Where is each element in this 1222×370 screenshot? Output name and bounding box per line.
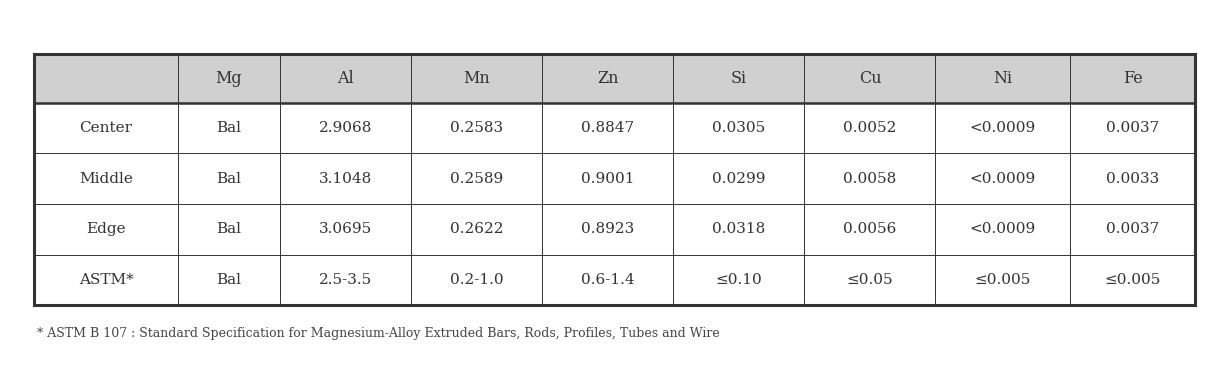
- Text: Ni: Ni: [993, 70, 1013, 87]
- Text: ASTM*: ASTM*: [78, 273, 133, 287]
- Text: Edge: Edge: [87, 222, 126, 236]
- Bar: [177, 54, 280, 103]
- Bar: [177, 204, 280, 255]
- Text: 0.0037: 0.0037: [1106, 121, 1160, 135]
- Text: 3.0695: 3.0695: [319, 222, 373, 236]
- Text: <0.0009: <0.0009: [970, 172, 1036, 186]
- Bar: [936, 54, 1070, 103]
- Bar: [936, 255, 1070, 305]
- Text: 0.8923: 0.8923: [582, 222, 634, 236]
- Bar: [34, 204, 177, 255]
- Bar: [177, 153, 280, 204]
- Bar: [34, 255, 177, 305]
- Text: Mg: Mg: [215, 70, 242, 87]
- Text: Al: Al: [337, 70, 354, 87]
- Text: 0.0056: 0.0056: [843, 222, 897, 236]
- Text: 0.0052: 0.0052: [843, 121, 897, 135]
- Bar: [673, 255, 804, 305]
- Bar: [34, 54, 1195, 305]
- Text: ≤0.005: ≤0.005: [1105, 273, 1161, 287]
- Text: 0.0037: 0.0037: [1106, 222, 1160, 236]
- Text: 0.0318: 0.0318: [712, 222, 765, 236]
- Bar: [34, 153, 177, 204]
- Bar: [673, 204, 804, 255]
- Bar: [673, 103, 804, 153]
- Text: 3.1048: 3.1048: [319, 172, 373, 186]
- Bar: [280, 54, 411, 103]
- Text: Bal: Bal: [216, 273, 242, 287]
- Bar: [34, 103, 177, 153]
- Bar: [804, 153, 936, 204]
- Bar: [411, 255, 543, 305]
- Bar: [543, 54, 673, 103]
- Bar: [177, 255, 280, 305]
- Bar: [936, 204, 1070, 255]
- Text: Mn: Mn: [463, 70, 490, 87]
- Bar: [280, 153, 411, 204]
- Text: Cu: Cu: [859, 70, 881, 87]
- Text: Bal: Bal: [216, 222, 242, 236]
- Text: 0.9001: 0.9001: [580, 172, 634, 186]
- Bar: [411, 153, 543, 204]
- Text: Fe: Fe: [1123, 70, 1143, 87]
- Text: 0.0299: 0.0299: [712, 172, 766, 186]
- Bar: [543, 103, 673, 153]
- Bar: [1070, 153, 1195, 204]
- Bar: [34, 54, 177, 103]
- Text: 2.5-3.5: 2.5-3.5: [319, 273, 373, 287]
- Text: ≤0.005: ≤0.005: [975, 273, 1031, 287]
- Bar: [543, 153, 673, 204]
- Bar: [177, 103, 280, 153]
- Text: Bal: Bal: [216, 121, 242, 135]
- Bar: [280, 255, 411, 305]
- Bar: [1070, 204, 1195, 255]
- Bar: [543, 204, 673, 255]
- Text: <0.0009: <0.0009: [970, 222, 1036, 236]
- Text: 0.2-1.0: 0.2-1.0: [450, 273, 503, 287]
- Bar: [280, 204, 411, 255]
- Text: 0.2622: 0.2622: [450, 222, 503, 236]
- Text: 0.2589: 0.2589: [450, 172, 503, 186]
- Bar: [804, 54, 936, 103]
- Bar: [804, 255, 936, 305]
- Bar: [804, 204, 936, 255]
- Text: 2.9068: 2.9068: [319, 121, 373, 135]
- Bar: [543, 255, 673, 305]
- Text: 0.2583: 0.2583: [450, 121, 503, 135]
- Text: Center: Center: [79, 121, 132, 135]
- Bar: [411, 54, 543, 103]
- Bar: [1070, 255, 1195, 305]
- Bar: [1070, 54, 1195, 103]
- Text: 0.0305: 0.0305: [712, 121, 765, 135]
- Text: ≤0.10: ≤0.10: [716, 273, 763, 287]
- Bar: [280, 103, 411, 153]
- Text: Middle: Middle: [79, 172, 133, 186]
- Bar: [936, 153, 1070, 204]
- Text: Si: Si: [731, 70, 747, 87]
- Bar: [411, 103, 543, 153]
- Bar: [673, 54, 804, 103]
- Text: ≤0.05: ≤0.05: [847, 273, 893, 287]
- Bar: [673, 153, 804, 204]
- Text: 0.0033: 0.0033: [1106, 172, 1160, 186]
- Text: 0.0058: 0.0058: [843, 172, 897, 186]
- Bar: [411, 204, 543, 255]
- Text: Zn: Zn: [598, 70, 618, 87]
- Bar: [936, 103, 1070, 153]
- Text: Bal: Bal: [216, 172, 242, 186]
- Text: <0.0009: <0.0009: [970, 121, 1036, 135]
- Bar: [1070, 103, 1195, 153]
- Text: 0.8847: 0.8847: [582, 121, 634, 135]
- Text: 0.6-1.4: 0.6-1.4: [580, 273, 634, 287]
- Bar: [804, 103, 936, 153]
- Text: * ASTM B 107 : Standard Specification for Magnesium-Alloy Extruded Bars, Rods, P: * ASTM B 107 : Standard Specification fo…: [37, 326, 720, 340]
